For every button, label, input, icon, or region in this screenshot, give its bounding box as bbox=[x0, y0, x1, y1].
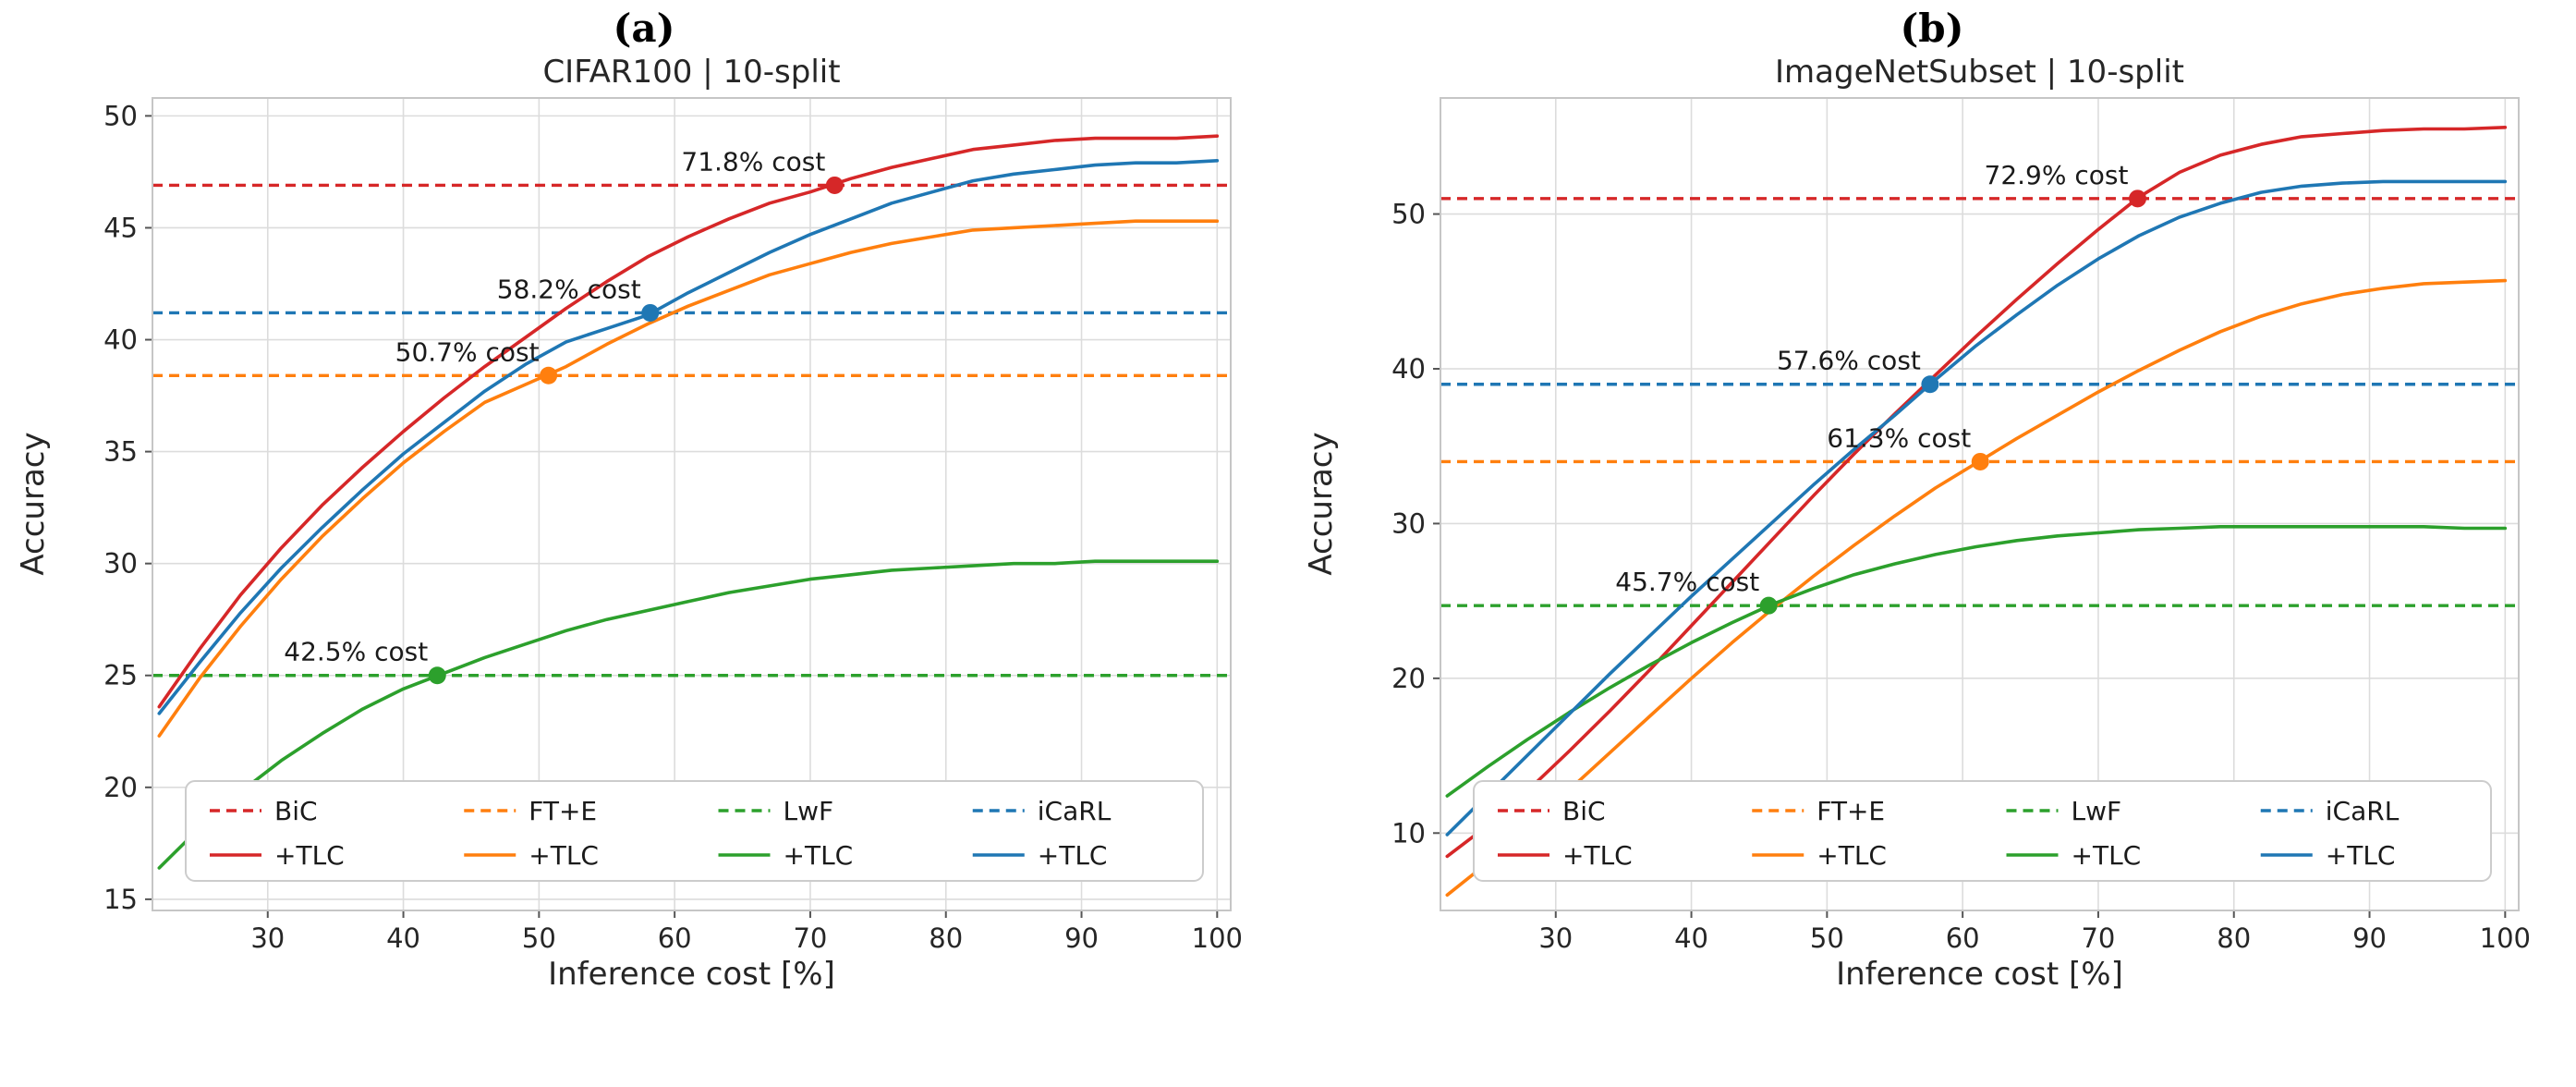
y-tick-label: 25 bbox=[103, 660, 138, 691]
series-FT+E +TLC bbox=[157, 219, 1220, 738]
x-tick-label: 100 bbox=[1192, 922, 1243, 952]
legend-method-label: LwF bbox=[2072, 796, 2122, 826]
legend-tlc-label: +TLC bbox=[784, 840, 854, 871]
plot-frame bbox=[152, 97, 1232, 911]
y-tick-label: 10 bbox=[1391, 817, 1426, 849]
legend-method-label: BiC bbox=[274, 796, 318, 826]
crossing-marker bbox=[1971, 452, 1989, 470]
y-tick-label: 40 bbox=[103, 324, 138, 356]
panel-b-label: (b) bbox=[1900, 6, 1964, 51]
legend-method-label: LwF bbox=[784, 796, 834, 826]
y-tick-label: 15 bbox=[103, 884, 138, 915]
crossing-marker bbox=[825, 176, 844, 194]
legend-tlc-label: +TLC bbox=[2072, 840, 2142, 871]
x-tick-label: 30 bbox=[1538, 922, 1573, 952]
legend-method-label: iCaRL bbox=[2326, 796, 2400, 826]
legend-tlc-label: +TLC bbox=[274, 840, 345, 871]
panel-a-chart-title: CIFAR100 | 10-split bbox=[542, 54, 841, 91]
panel-a: (a) CIFAR100 | 10-split 71.8% cost 58.2% … bbox=[15, 6, 1243, 993]
series-LwF +TLC bbox=[1445, 524, 2508, 798]
x-tick-label: 70 bbox=[793, 922, 827, 952]
legend-method-label: FT+E bbox=[1817, 796, 1885, 826]
x-tick-label: 50 bbox=[522, 922, 556, 952]
cost-annotation: 42.5% cost bbox=[284, 637, 428, 667]
legend-tlc-label: +TLC bbox=[1038, 840, 1108, 871]
x-tick-label: 30 bbox=[250, 922, 285, 952]
cost-annotation: 50.7% cost bbox=[395, 336, 540, 367]
panel-a-y-axis-label: Accuracy bbox=[15, 432, 52, 576]
legend-method-label: BiC bbox=[1562, 796, 1606, 826]
y-tick-label: 20 bbox=[1391, 663, 1426, 694]
crossing-marker bbox=[2129, 189, 2147, 208]
x-tick-label: 80 bbox=[929, 922, 963, 952]
cost-annotation: 72.9% cost bbox=[1985, 160, 2129, 190]
y-tick-label: 20 bbox=[103, 772, 138, 803]
crossing-marker bbox=[1921, 375, 1939, 394]
series-LwF +TLC bbox=[157, 559, 1220, 870]
x-tick-label: 40 bbox=[386, 922, 420, 952]
legend-method-label: iCaRL bbox=[1038, 796, 1112, 826]
series-BiC +TLC bbox=[1445, 125, 2508, 859]
x-tick-label: 80 bbox=[2217, 922, 2251, 952]
legend-method-label: FT+E bbox=[529, 796, 597, 826]
x-tick-label: 90 bbox=[2352, 922, 2387, 952]
panel-b-x-axis-label: Inference cost [%] bbox=[1836, 956, 2123, 993]
x-tick-label: 100 bbox=[2480, 922, 2531, 952]
y-tick-label: 30 bbox=[103, 548, 138, 580]
legend-tlc-label: +TLC bbox=[529, 840, 599, 871]
x-tick-label: 70 bbox=[2081, 922, 2115, 952]
crossing-marker bbox=[540, 366, 558, 385]
x-tick-label: 60 bbox=[658, 922, 692, 952]
y-tick-label: 40 bbox=[1391, 353, 1426, 385]
cost-annotation: 57.6% cost bbox=[1777, 346, 1921, 376]
panel-a-label: (a) bbox=[613, 6, 675, 51]
panel-b-y-axis-label: Accuracy bbox=[1303, 432, 1340, 576]
crossing-marker bbox=[641, 303, 660, 322]
crossing-marker bbox=[428, 666, 446, 685]
series-BiC +TLC bbox=[157, 134, 1220, 709]
plot-frame bbox=[1440, 97, 2520, 911]
legend-box bbox=[185, 780, 1204, 882]
y-tick-label: 30 bbox=[1391, 507, 1426, 539]
legend-tlc-label: +TLC bbox=[1562, 840, 1633, 871]
panel-b-chart-title: ImageNetSubset | 10-split bbox=[1775, 54, 2184, 91]
x-tick-label: 60 bbox=[1946, 922, 1980, 952]
cost-annotation: 61.3% cost bbox=[1827, 422, 1971, 453]
panel-b-plot-canvas: 72.9% cost 57.6% cost 61.3% cost 45.7% cost… bbox=[1391, 97, 2531, 952]
panel-b: (b) ImageNetSubset | 10-split 72.9% cost… bbox=[1288, 0, 2576, 1087]
legend-box bbox=[1473, 780, 2492, 882]
panel-a-plot-canvas: 71.8% cost 58.2% cost 50.7% cost 42.5% cost… bbox=[103, 97, 1243, 952]
x-tick-label: 90 bbox=[1064, 922, 1099, 952]
y-tick-label: 50 bbox=[103, 100, 138, 131]
x-tick-label: 50 bbox=[1810, 922, 1844, 952]
y-tick-label: 35 bbox=[103, 436, 138, 468]
y-tick-label: 50 bbox=[1391, 199, 1426, 230]
series-iCaRL +TLC bbox=[157, 159, 1220, 715]
legend-tlc-label: +TLC bbox=[1817, 840, 1887, 871]
crossing-marker bbox=[1759, 596, 1778, 615]
x-tick-label: 40 bbox=[1674, 922, 1708, 952]
series-iCaRL +TLC bbox=[1445, 179, 2508, 837]
cost-annotation: 45.7% cost bbox=[1615, 567, 1759, 597]
panel-a-x-axis-label: Inference cost [%] bbox=[548, 956, 835, 993]
cost-annotation: 71.8% cost bbox=[681, 146, 825, 177]
cost-annotation: 58.2% cost bbox=[497, 274, 641, 304]
y-tick-label: 45 bbox=[103, 212, 138, 243]
legend-tlc-label: +TLC bbox=[2326, 840, 2396, 871]
